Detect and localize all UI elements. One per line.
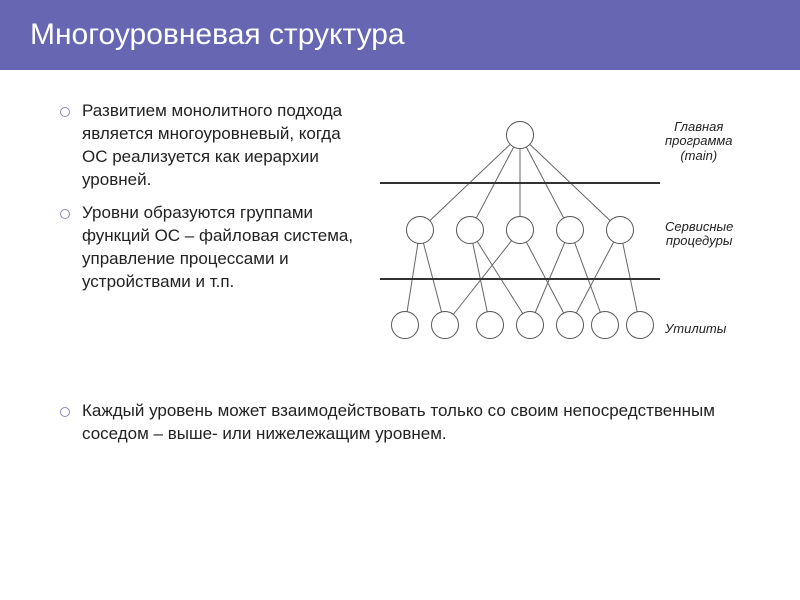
bullet-text-2: Уровни образуются группами функций ОС – … xyxy=(82,203,353,291)
text-column: Развитием монолитного подхода является м… xyxy=(60,100,360,380)
node-m5 xyxy=(606,216,634,244)
bottom-bullet-area: Каждый уровень может взаимодействовать т… xyxy=(0,390,800,446)
slide-title: Многоуровневая структура xyxy=(30,18,405,51)
diagram-label-l2: Сервисныепроцедуры xyxy=(665,220,733,249)
diagram-column: Главнаяпрограмма(main) Сервисныепроцедуры… xyxy=(380,100,760,380)
separator-line-1 xyxy=(380,182,660,184)
node-b5 xyxy=(556,311,584,339)
bullet-list: Развитием монолитного подхода является м… xyxy=(60,100,360,294)
slide-header: Многоуровневая структура xyxy=(0,0,800,70)
node-b3 xyxy=(476,311,504,339)
diagram-label-l3: Утилиты xyxy=(665,322,726,336)
node-m1 xyxy=(406,216,434,244)
node-m3 xyxy=(506,216,534,244)
bullet-item-1: Развитием монолитного подхода является м… xyxy=(60,100,360,192)
bullet-item-2: Уровни образуются группами функций ОС – … xyxy=(60,202,360,294)
node-b6 xyxy=(591,311,619,339)
hierarchy-diagram: Главнаяпрограмма(main)Сервисныепроцедуры… xyxy=(380,100,720,380)
diagram-label-l1: Главнаяпрограмма(main) xyxy=(665,120,733,163)
node-m2 xyxy=(456,216,484,244)
node-top xyxy=(506,121,534,149)
bullet-item-3: Каждый уровень может взаимодействовать т… xyxy=(60,400,760,446)
node-b1 xyxy=(391,311,419,339)
node-b4 xyxy=(516,311,544,339)
bullet-text-3: Каждый уровень может взаимодействовать т… xyxy=(82,401,715,443)
bullet-text-1: Развитием монолитного подхода является м… xyxy=(82,101,342,189)
bottom-bullet-list: Каждый уровень может взаимодействовать т… xyxy=(60,400,760,446)
node-b2 xyxy=(431,311,459,339)
node-b7 xyxy=(626,311,654,339)
separator-line-2 xyxy=(380,278,660,280)
node-m4 xyxy=(556,216,584,244)
content-area: Развитием монолитного подхода является м… xyxy=(0,70,800,390)
